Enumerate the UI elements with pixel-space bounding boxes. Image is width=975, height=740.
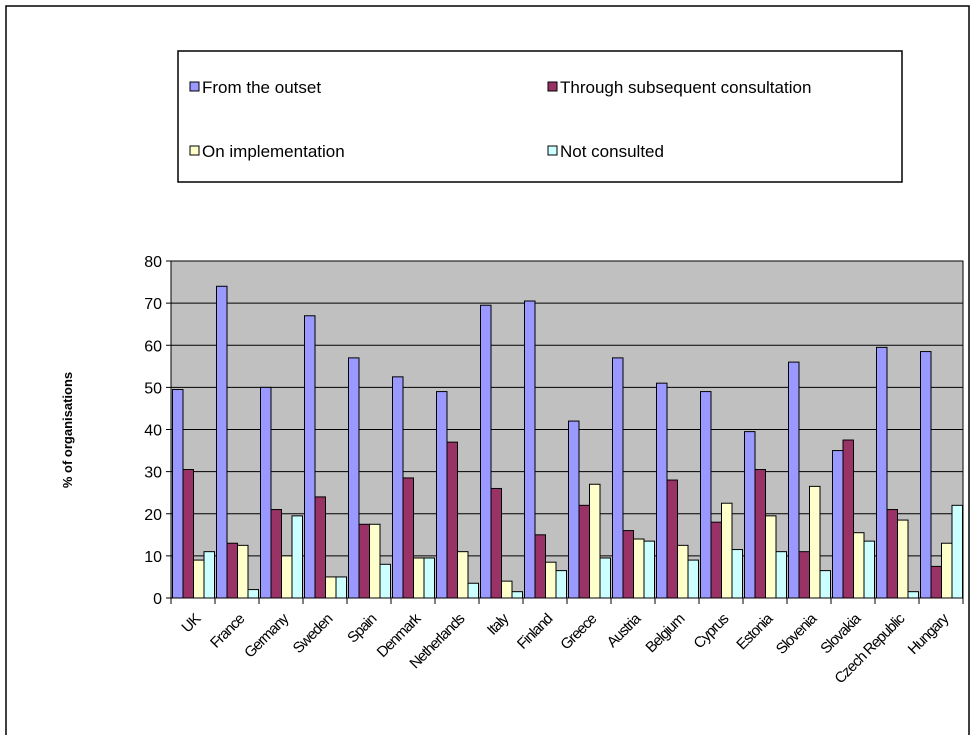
bar [291, 515, 303, 599]
y-tick-label: 20 [144, 507, 162, 524]
bar [501, 580, 513, 599]
bars [172, 285, 963, 599]
legend-label: On implementation [202, 142, 345, 161]
bar [930, 565, 942, 599]
bar [247, 589, 259, 599]
bar [788, 361, 800, 599]
bar [193, 559, 205, 599]
legend-label: From the outset [202, 78, 321, 97]
bar [480, 304, 492, 599]
bar [534, 534, 546, 599]
bar [457, 551, 469, 599]
bar [226, 542, 238, 599]
y-axis: 0 10 20 30 40 50 60 70 80 [144, 254, 171, 608]
bar [260, 386, 272, 599]
bar [941, 542, 953, 599]
bar [524, 300, 536, 599]
legend-label: Through subsequent consultation [560, 78, 811, 97]
y-axis-label: % of organisations [60, 372, 75, 488]
bar [369, 523, 381, 599]
bar [731, 549, 743, 599]
bar [775, 551, 787, 599]
legend-label: Not consulted [560, 142, 664, 161]
legend-swatch [189, 145, 200, 156]
bar [413, 557, 425, 599]
bar [379, 563, 391, 599]
bar [348, 357, 360, 599]
bar [633, 538, 645, 599]
legend-box [177, 50, 903, 183]
bar [951, 504, 963, 599]
bar [467, 582, 479, 599]
bar [216, 285, 228, 599]
y-tick-label: 0 [153, 591, 162, 608]
bar [446, 441, 458, 599]
y-tick-label: 50 [144, 380, 162, 397]
bar [304, 315, 316, 599]
bar [490, 487, 502, 599]
bar [700, 391, 712, 599]
bar [853, 532, 865, 599]
bar [203, 551, 215, 599]
bar [589, 483, 601, 599]
bar [555, 570, 567, 599]
y-tick-label: 70 [144, 296, 162, 313]
bar [886, 509, 898, 599]
bar [876, 346, 888, 599]
bar [172, 388, 184, 599]
legend-swatch [189, 81, 200, 92]
bar [842, 439, 854, 599]
y-tick-label: 10 [144, 549, 162, 566]
bar [798, 551, 810, 599]
bar [819, 570, 831, 599]
bar [907, 591, 919, 599]
bar [677, 544, 689, 599]
y-tick-label: 30 [144, 465, 162, 482]
bar [754, 469, 766, 599]
y-tick-label: 80 [144, 254, 162, 271]
bar [612, 357, 624, 599]
bar [511, 591, 523, 599]
bar [809, 485, 821, 599]
bar [687, 559, 699, 599]
bar [281, 555, 293, 599]
bar [423, 557, 435, 599]
bar [182, 469, 194, 599]
bar [622, 530, 634, 599]
bar [863, 540, 875, 599]
bar [578, 504, 590, 599]
bar [436, 391, 448, 599]
bar [270, 509, 282, 599]
bar [765, 515, 777, 599]
bar [643, 540, 655, 599]
bar [721, 502, 733, 599]
bar [335, 576, 347, 599]
bar [656, 382, 668, 599]
bar [568, 420, 580, 599]
bar [392, 376, 404, 599]
bar [545, 561, 557, 599]
y-tick-label: 40 [144, 423, 162, 440]
bar [897, 519, 909, 599]
bar [314, 496, 326, 599]
bar [710, 521, 722, 599]
bar [599, 557, 611, 599]
bar [358, 523, 370, 599]
bar [744, 431, 756, 599]
bar [920, 351, 932, 599]
bar [237, 544, 249, 599]
y-tick-label: 60 [144, 338, 162, 355]
bar [325, 576, 337, 599]
bar [832, 450, 844, 599]
legend-swatch [547, 81, 558, 92]
bar [402, 477, 414, 599]
legend-swatch [547, 145, 558, 156]
legend: From the outset Through subsequent consul… [189, 78, 811, 161]
bar [666, 479, 678, 599]
